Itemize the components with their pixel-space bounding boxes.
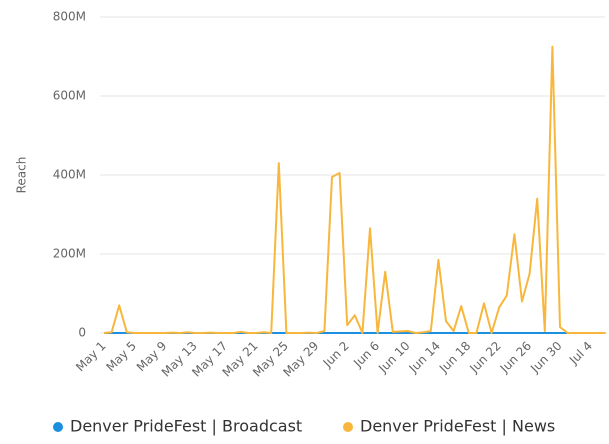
x-tick-label: Jun 22 <box>466 339 503 376</box>
x-tick-label: May 5 <box>103 339 139 375</box>
x-tick-label: Jun 30 <box>527 339 564 376</box>
legend-marker <box>343 422 353 432</box>
legend-marker <box>53 422 63 432</box>
x-tick-label: Jun 2 <box>320 339 352 371</box>
legend-text: Denver PrideFest | News <box>360 417 555 436</box>
y-tick-label: 0 <box>78 326 86 340</box>
legend-text: Denver PrideFest | Broadcast <box>70 417 302 436</box>
y-tick-label: 200M <box>53 247 86 261</box>
y-tick-label: 400M <box>53 168 86 182</box>
y-tick-label: 800M <box>53 10 86 24</box>
line-series <box>103 45 606 334</box>
y-axis-title: Reach <box>15 157 29 194</box>
y-tick-label: 600M <box>53 89 86 103</box>
x-tick-label: Jun 26 <box>497 339 534 376</box>
x-tick-label: Jul 4 <box>566 339 595 368</box>
x-tick-label: Jun 10 <box>375 339 412 376</box>
x-tick-label: May 1 <box>73 339 109 375</box>
x-tick-label: Jun 18 <box>436 339 473 376</box>
x-tick-label: Jun 14 <box>406 339 443 376</box>
